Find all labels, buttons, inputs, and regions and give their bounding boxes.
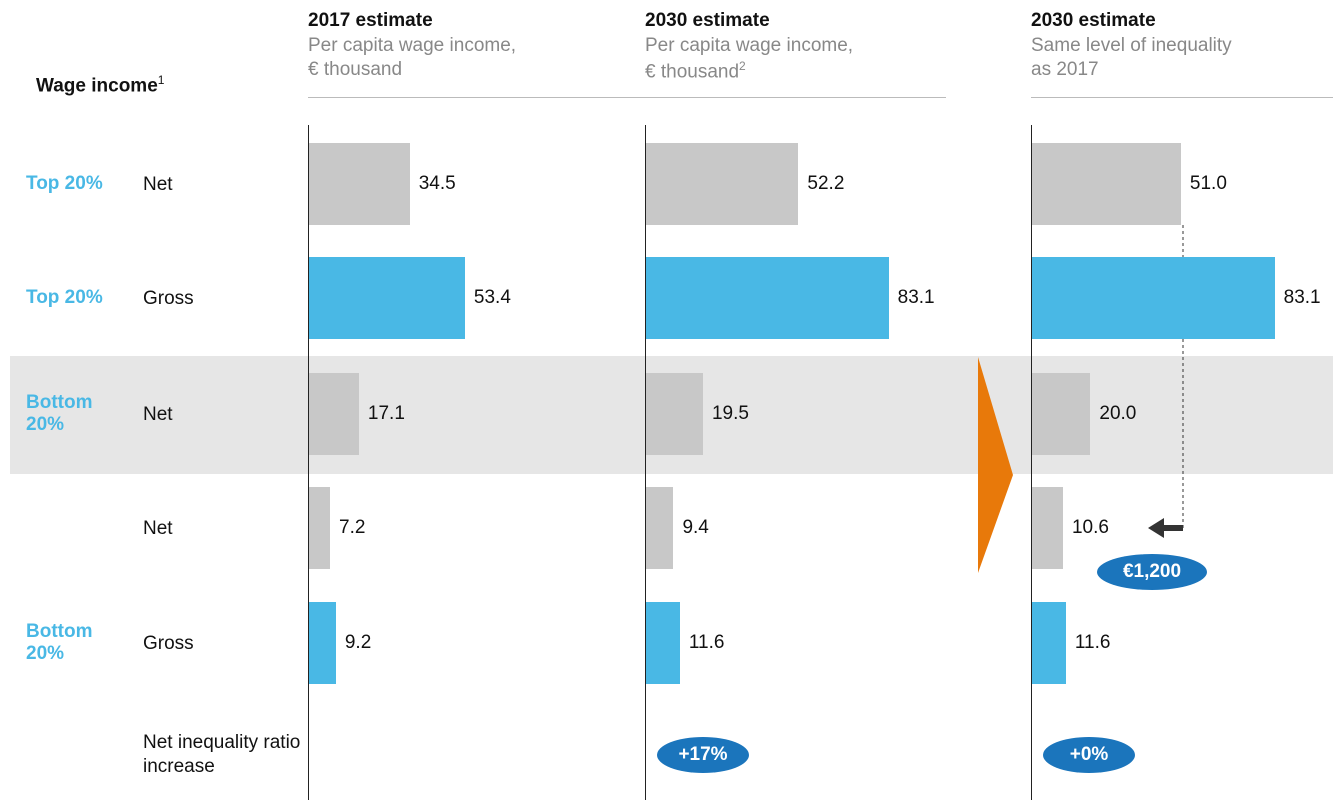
bar bbox=[309, 487, 331, 569]
subtitle-text: Per capita wage income, bbox=[308, 35, 517, 56]
value-label: 83.1 bbox=[1283, 287, 1321, 308]
value-label: 17.1 bbox=[367, 403, 405, 424]
panel-subtitle: € thousand2 bbox=[645, 59, 746, 83]
value-label: 11.6 bbox=[1074, 632, 1111, 653]
value-label: 34.5 bbox=[418, 173, 456, 194]
bar bbox=[646, 257, 889, 339]
row-group: Bottom 20% bbox=[26, 392, 93, 435]
axis-line bbox=[645, 125, 646, 800]
bar bbox=[309, 602, 336, 684]
value-label: 52.2 bbox=[807, 173, 845, 194]
subtitle-text: Per capita wage income, bbox=[645, 35, 854, 56]
row-group: Bottom 20% bbox=[26, 621, 93, 664]
axis-line bbox=[308, 125, 309, 800]
page-title: Wage income1 bbox=[36, 73, 164, 97]
panel-title: 2017 estimate bbox=[308, 10, 433, 31]
header-rule bbox=[308, 97, 946, 98]
row-group: Top 20% bbox=[26, 173, 103, 194]
value-label: 20.0 bbox=[1099, 403, 1137, 424]
row-label: Gross bbox=[143, 288, 194, 309]
bar bbox=[1032, 143, 1181, 225]
panel-title: 2030 estimate bbox=[1031, 10, 1156, 31]
value-label: 9.4 bbox=[682, 517, 709, 538]
value-label: 7.2 bbox=[339, 517, 366, 538]
subtitle-text: € thousand bbox=[645, 61, 740, 83]
annotation-pill: +0% bbox=[1043, 737, 1135, 773]
value-label: 9.2 bbox=[344, 632, 372, 653]
row-label: Net bbox=[143, 174, 173, 195]
value-label: 11.6 bbox=[688, 632, 725, 653]
arrow-head bbox=[1148, 518, 1164, 538]
callout-pill: €1,200 bbox=[1097, 554, 1207, 590]
header-rule bbox=[1031, 97, 1333, 98]
panel-subtitle: Same level of inequality bbox=[1031, 35, 1232, 57]
bar bbox=[1032, 487, 1063, 569]
bar bbox=[1032, 257, 1275, 339]
footnote-mark: 2 bbox=[739, 59, 746, 73]
bar bbox=[309, 373, 359, 455]
row-label: Net inequality ratio increase bbox=[143, 732, 301, 777]
bar bbox=[1032, 602, 1066, 684]
bar bbox=[646, 143, 799, 225]
row-label: Net bbox=[143, 404, 173, 425]
axis-line bbox=[1031, 125, 1032, 800]
value-label: 10.6 bbox=[1071, 517, 1109, 538]
bar bbox=[309, 257, 465, 339]
row-label: Net bbox=[143, 518, 173, 539]
subtitle-text: Same level of inequality bbox=[1031, 35, 1232, 56]
bar bbox=[1032, 373, 1091, 455]
value-label: 19.5 bbox=[711, 403, 749, 424]
footnote-mark: 1 bbox=[157, 73, 165, 87]
value-label: 53.4 bbox=[473, 287, 511, 308]
bar bbox=[309, 143, 410, 225]
value-label: 51.0 bbox=[1189, 173, 1227, 194]
panel-subtitle: Per capita wage income, bbox=[308, 35, 516, 57]
annotation-pill: +17% bbox=[657, 737, 749, 773]
panel-subtitle: Per capita wage income, bbox=[645, 35, 853, 57]
panel-subtitle: as 2017 bbox=[1031, 59, 1099, 81]
subtitle-text: € thousand bbox=[308, 59, 403, 80]
value-label: 83.1 bbox=[897, 287, 935, 308]
bar bbox=[646, 487, 674, 569]
subtitle-text: as 2017 bbox=[1031, 59, 1099, 80]
arrow-triangle bbox=[978, 357, 1013, 573]
bar bbox=[646, 602, 680, 684]
row-group: Top 20% bbox=[26, 287, 103, 308]
panel-title: 2030 estimate bbox=[645, 10, 770, 31]
title-text: Wage income bbox=[36, 75, 158, 97]
row-label: Gross bbox=[143, 633, 194, 654]
bar bbox=[646, 373, 703, 455]
panel-subtitle: € thousand bbox=[308, 59, 402, 81]
